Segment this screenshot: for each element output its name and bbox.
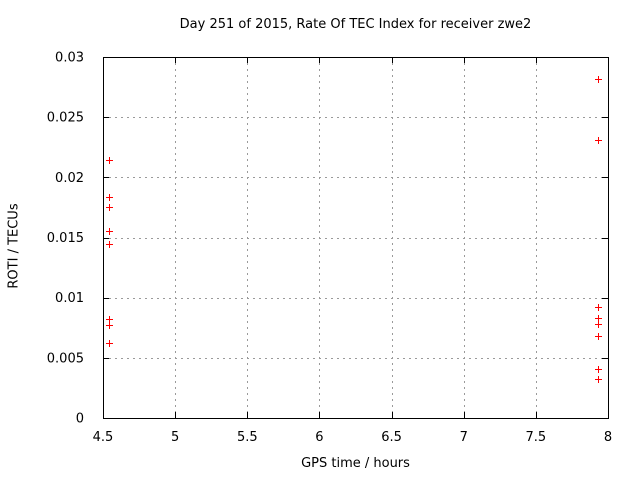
y-tick-label: 0.025: [47, 111, 84, 126]
x-tick-label: 4.5: [93, 430, 114, 445]
data-point: [595, 76, 602, 83]
data-point: [595, 333, 602, 340]
data-point: [595, 321, 602, 328]
data-point: [106, 204, 113, 211]
y-tick-label: 0.005: [47, 351, 84, 366]
x-tick-label: 5.5: [237, 430, 258, 445]
x-tick-label: 6: [315, 430, 323, 445]
y-tick-label: 0.03: [55, 51, 84, 66]
data-point: [106, 322, 113, 329]
data-point: [595, 137, 602, 144]
data-point: [595, 315, 602, 322]
x-tick-label: 7: [460, 430, 468, 445]
x-axis-title: GPS time / hours: [301, 456, 410, 471]
data-point: [106, 228, 113, 235]
x-tick-label: 5: [171, 430, 179, 445]
data-point: [106, 194, 113, 201]
x-tick-label: 6.5: [381, 430, 402, 445]
y-tick-label: 0.02: [55, 171, 84, 186]
y-tick-label: 0: [76, 412, 84, 427]
data-point: [106, 157, 113, 164]
data-point: [106, 316, 113, 323]
x-tick-label: 7.5: [526, 430, 547, 445]
y-tick-label: 0.01: [55, 291, 84, 306]
data-point: [595, 376, 602, 383]
data-point: [106, 340, 113, 347]
chart-title: Day 251 of 2015, Rate Of TEC Index for r…: [179, 17, 532, 32]
data-point: [106, 241, 113, 248]
data-point: [595, 304, 602, 311]
data-point: [595, 366, 602, 373]
y-tick-label: 0.015: [47, 231, 84, 246]
x-tick-label: 8: [604, 430, 612, 445]
